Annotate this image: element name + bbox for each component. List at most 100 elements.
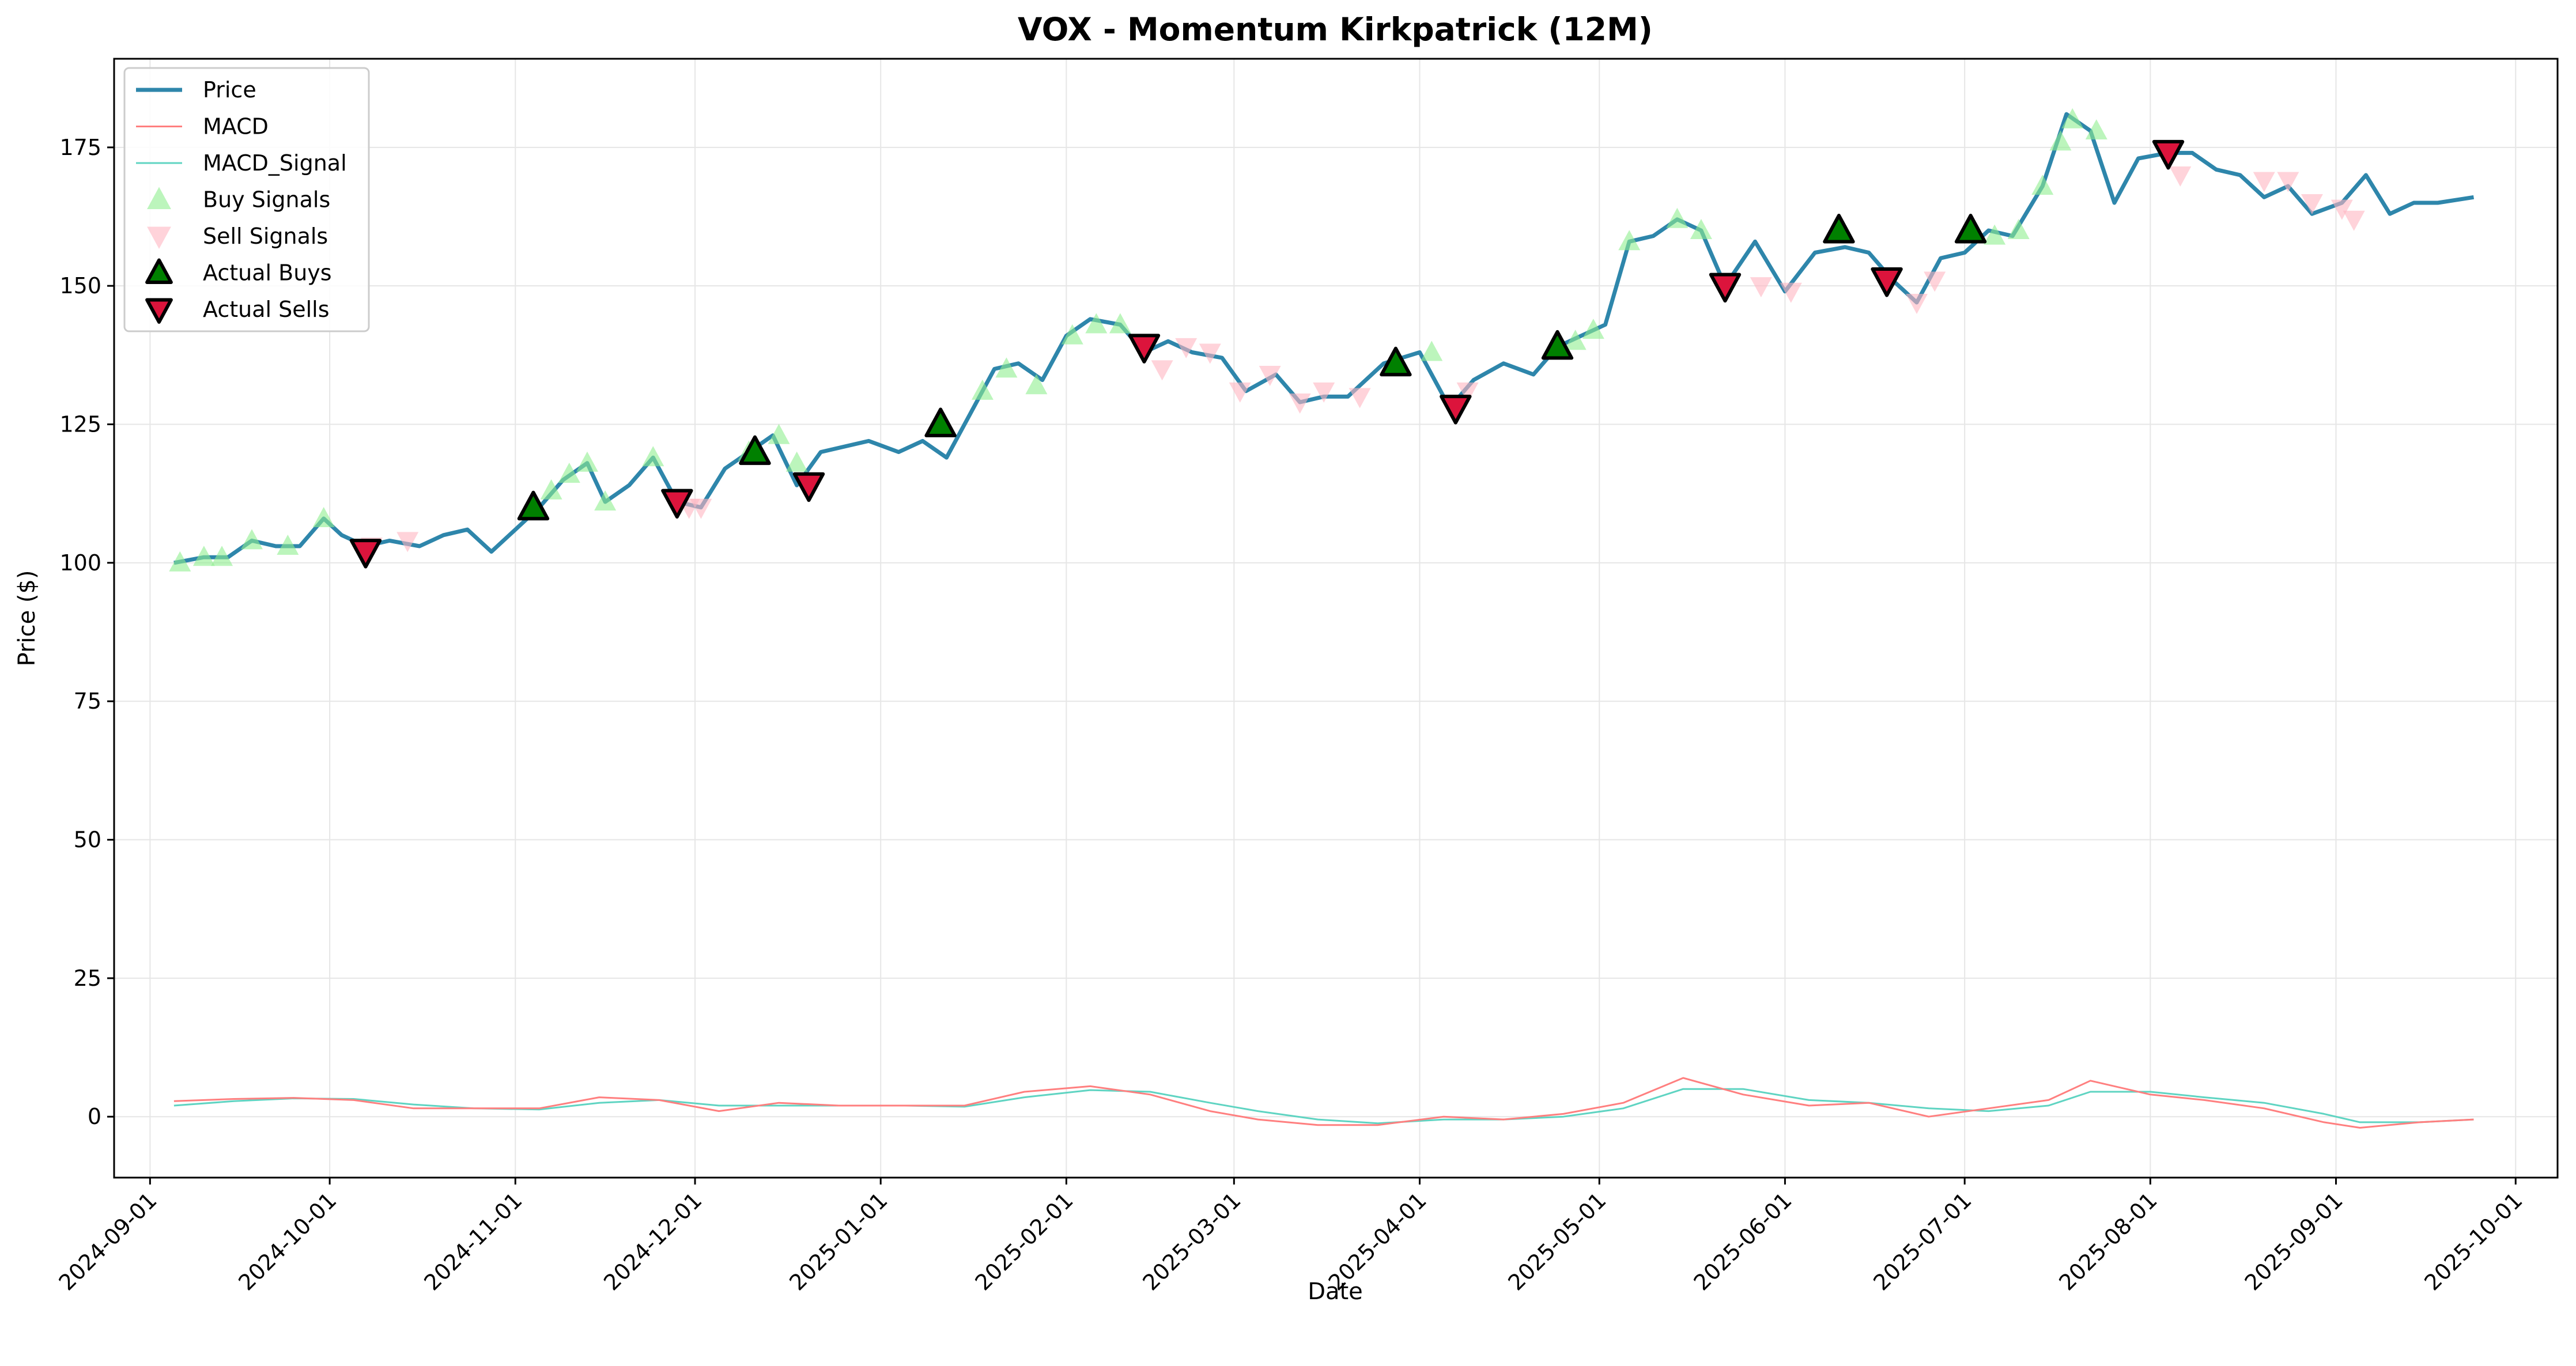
buy-signal-marker bbox=[1109, 313, 1131, 334]
buy-signal-marker bbox=[1564, 330, 1587, 350]
actual-buy-marker bbox=[924, 407, 957, 438]
buy-signal-marker bbox=[995, 357, 1018, 378]
sell-signal-marker bbox=[1229, 382, 1251, 403]
sell-signal-marker bbox=[1313, 382, 1335, 403]
sell-signal-marker bbox=[2343, 210, 2365, 231]
legend-label: Price bbox=[203, 77, 256, 103]
grid-lines bbox=[114, 59, 2558, 1178]
sell-signal-marker bbox=[1349, 388, 1371, 408]
macd-signal-line bbox=[173, 1088, 2474, 1125]
sell-signal-marker bbox=[1259, 365, 1281, 386]
y-tick-label: 50 bbox=[74, 827, 101, 853]
y-axis-label: Price ($) bbox=[14, 570, 40, 667]
buy-signal-marker bbox=[211, 546, 233, 566]
chart-title: VOX - Momentum Kirkpatrick (12M) bbox=[1018, 11, 1653, 48]
sell-signal-marker bbox=[1780, 282, 1802, 303]
x-axis-label: Date bbox=[1308, 1278, 1363, 1305]
actual-sell-marker bbox=[1709, 273, 1742, 303]
sell-signal-marker bbox=[690, 498, 712, 519]
legend: Price MACD MACD_Signal Buy Signals Sell Sign… bbox=[123, 67, 370, 332]
legend-marker-swatch bbox=[147, 226, 171, 249]
y-axis-ticks: 0 25 50 75 100 125 150 175 bbox=[59, 135, 114, 1129]
legend-box bbox=[123, 67, 370, 332]
sell-signal-marker bbox=[2277, 172, 2299, 192]
sell-signal-marker bbox=[1151, 360, 1173, 381]
sell-signal-marker bbox=[396, 532, 419, 553]
legend-label: Buy Signals bbox=[203, 187, 330, 213]
sell-signal-marker bbox=[2253, 172, 2275, 192]
buy-signal-marker bbox=[1984, 224, 2006, 245]
y-tick-label: 150 bbox=[59, 273, 101, 298]
signal-markers bbox=[169, 108, 2365, 572]
sell-signal-marker bbox=[1906, 294, 1928, 315]
legend-label: Actual Sells bbox=[203, 297, 330, 322]
sell-signal-marker bbox=[1289, 393, 1311, 414]
buy-signal-marker bbox=[1666, 207, 1689, 228]
actual-sell-marker bbox=[1440, 395, 1472, 425]
y-tick-label: 100 bbox=[59, 550, 101, 576]
sell-signal-marker bbox=[2169, 166, 2192, 187]
legend-label: MACD bbox=[203, 114, 269, 139]
actual-trade-markers bbox=[349, 139, 2185, 569]
buy-signal-marker bbox=[540, 479, 562, 500]
actual-sell-marker bbox=[349, 539, 382, 569]
legend-marker-swatch bbox=[145, 258, 173, 284]
actual-buy-marker bbox=[739, 435, 771, 466]
sell-signal-marker bbox=[1750, 277, 1772, 298]
buy-signal-marker bbox=[594, 490, 617, 511]
plot-frame bbox=[113, 58, 2559, 1179]
buy-signal-marker bbox=[169, 551, 191, 572]
actual-buy-marker bbox=[517, 490, 550, 521]
buy-signal-marker bbox=[2007, 219, 2030, 240]
buy-signal-marker bbox=[1618, 230, 1641, 251]
buy-signal-marker bbox=[1582, 319, 1604, 339]
buy-signal-marker bbox=[576, 451, 598, 472]
buy-signal-marker bbox=[1690, 219, 1712, 240]
y-tick-label: 75 bbox=[74, 688, 101, 714]
actual-sell-marker bbox=[1128, 334, 1161, 364]
y-tick-label: 175 bbox=[59, 135, 101, 160]
y-tick-label: 125 bbox=[59, 412, 101, 437]
legend-label: MACD_Signal bbox=[203, 150, 347, 176]
buy-signal-marker bbox=[2061, 108, 2084, 128]
buy-signal-marker bbox=[312, 506, 335, 527]
actual-buy-marker bbox=[1954, 214, 1987, 244]
buy-signal-marker bbox=[277, 535, 299, 555]
macd-lines bbox=[173, 1077, 2474, 1129]
macd-line bbox=[173, 1077, 2474, 1129]
buy-signal-marker bbox=[785, 451, 808, 472]
sell-signal-marker bbox=[2301, 194, 2323, 214]
buy-signal-marker bbox=[558, 463, 580, 483]
actual-buy-marker bbox=[1380, 346, 1412, 377]
actual-sell-marker bbox=[661, 489, 693, 519]
y-tick-label: 0 bbox=[88, 1104, 101, 1129]
legend-marker-swatch bbox=[145, 298, 173, 324]
sell-signal-marker bbox=[1456, 382, 1479, 403]
price-line-layer bbox=[173, 112, 2475, 565]
sell-signal-marker bbox=[2331, 199, 2353, 220]
price-line bbox=[173, 112, 2475, 565]
actual-sell-marker bbox=[792, 472, 825, 502]
buy-signal-marker bbox=[1025, 374, 1048, 395]
legend-label: Actual Buys bbox=[203, 260, 332, 286]
sell-signal-marker bbox=[1175, 338, 1198, 358]
buy-signal-marker bbox=[642, 446, 664, 467]
buy-signal-marker bbox=[2049, 130, 2072, 151]
legend-label: Sell Signals bbox=[203, 224, 328, 249]
buy-signal-marker bbox=[971, 379, 994, 400]
actual-buy-marker bbox=[1541, 330, 1574, 360]
sell-signal-marker bbox=[1199, 343, 1221, 364]
buy-signal-marker bbox=[768, 423, 790, 444]
buy-signal-marker bbox=[2031, 175, 2054, 195]
buy-signal-marker bbox=[1061, 324, 1083, 345]
actual-buy-marker bbox=[1823, 214, 1855, 244]
buy-signal-marker bbox=[1085, 313, 1108, 334]
buy-signal-marker bbox=[192, 546, 215, 566]
buy-signal-marker bbox=[241, 529, 263, 550]
legend-marker-swatch bbox=[147, 187, 171, 209]
buy-signal-marker bbox=[1421, 340, 1443, 361]
actual-sell-marker bbox=[2152, 139, 2185, 170]
buy-signal-marker bbox=[2085, 119, 2107, 139]
